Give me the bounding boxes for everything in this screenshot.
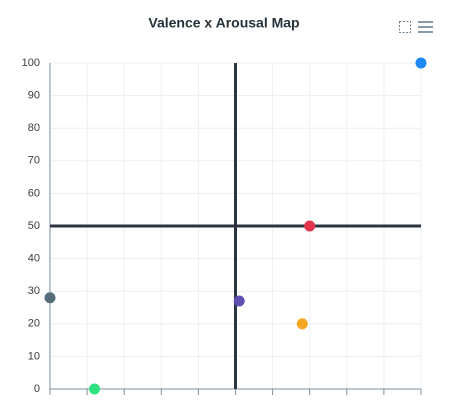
y-tick-label: 20 xyxy=(28,318,40,330)
chart-title: Valence x Arousal Map xyxy=(148,15,299,31)
y-tick-label: 30 xyxy=(28,285,40,297)
point xyxy=(304,220,316,232)
y-tick-label: 100 xyxy=(22,57,40,69)
point xyxy=(415,57,427,69)
y-tick-label: 10 xyxy=(28,350,40,362)
y-tick-label: 80 xyxy=(28,122,40,134)
toolbar[interactable] xyxy=(399,21,434,33)
point xyxy=(296,318,308,330)
y-tick-label: 60 xyxy=(28,187,40,199)
y-tick-label: 0 xyxy=(34,383,40,395)
y-tick-label: 40 xyxy=(28,253,40,265)
point xyxy=(89,383,101,395)
y-tick-label: 50 xyxy=(28,220,40,232)
zoom-icon[interactable] xyxy=(399,21,411,33)
point xyxy=(233,295,245,307)
point xyxy=(44,292,56,304)
menu-icon[interactable] xyxy=(418,21,433,33)
y-tick-label: 70 xyxy=(28,155,40,167)
y-tick-label: 90 xyxy=(28,90,40,102)
